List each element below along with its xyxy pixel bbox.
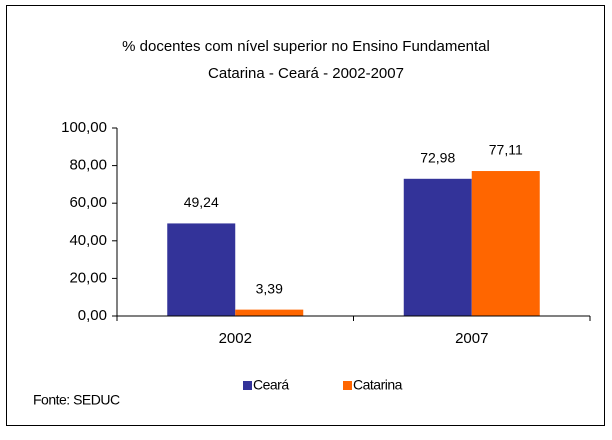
bar [471,171,540,316]
bar [235,309,304,316]
bar [403,178,472,316]
y-tick-label: 80,00 [69,157,107,174]
y-tick-label: 20,00 [69,269,107,286]
source-note: Fonte: SEDUC [33,392,120,408]
y-tick-label: 40,00 [69,232,107,249]
legend-label: Ceará [253,377,289,393]
value-label: 49,24 [184,194,219,210]
chart-subtitle: Catarina - Ceará - 2002-2007 [208,65,404,82]
x-tick-label: 2007 [455,330,488,347]
legend-swatch [343,381,352,390]
legend-label: Catarina [353,377,403,393]
value-label: 77,11 [489,142,523,158]
legend-swatch [243,381,252,390]
value-label: 3,39 [256,280,283,296]
y-tick-label: 100,00 [61,119,107,136]
y-tick-label: 0,00 [78,307,107,324]
bar [167,223,236,316]
x-tick-label: 2002 [219,330,252,347]
value-label: 72,98 [420,150,455,166]
y-tick-label: 60,00 [69,194,107,211]
chart-title: % docentes com nível superior no Ensino … [122,38,490,55]
